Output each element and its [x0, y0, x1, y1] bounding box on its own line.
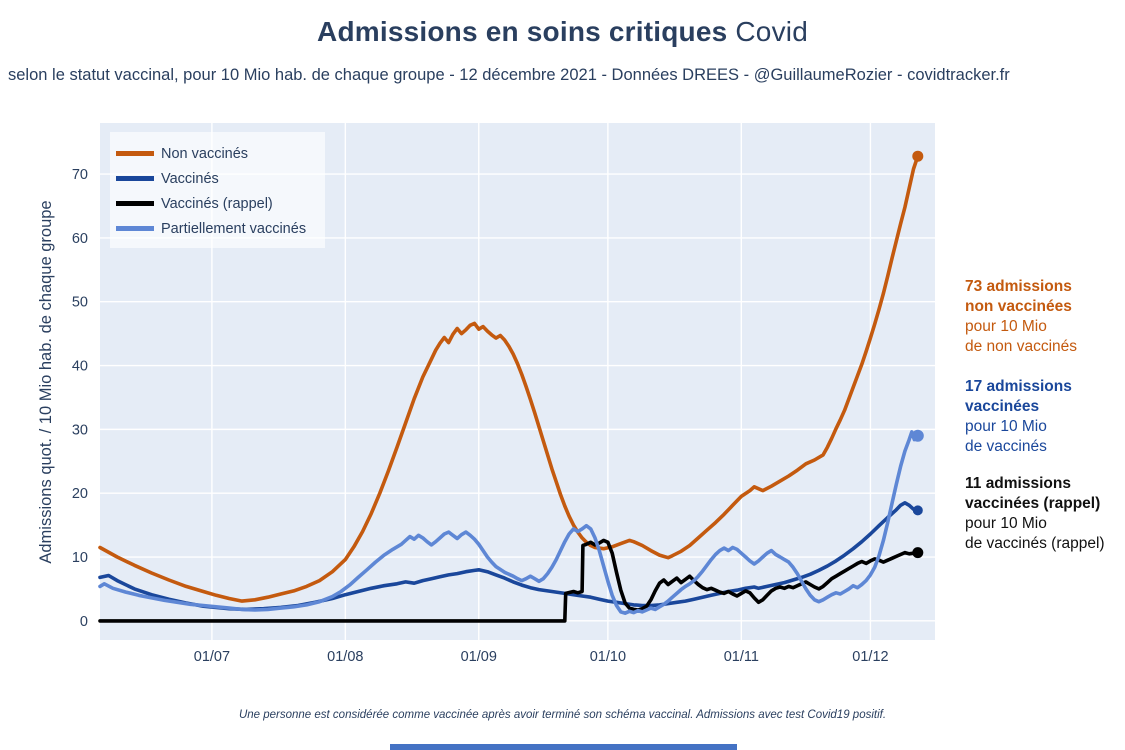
annotation-headline: vaccinées	[965, 398, 1040, 415]
footer-accent-bar	[390, 744, 737, 750]
annotation-vaccines: 17 admissions vaccinées pour 10 Mio de vacc…	[965, 377, 1072, 457]
y-tick-label: 40	[72, 359, 88, 375]
series-endpoint-vaccines	[912, 505, 923, 516]
series-line-vaccines-rappel[interactable]	[98, 538, 920, 623]
chart-legend: Non vaccinés Vaccinés Vaccinés (rappel) Par…	[110, 132, 325, 248]
y-tick-label: 70	[72, 167, 88, 183]
annotation-headline: 17 admissions	[965, 378, 1072, 395]
chart-title: Admissions en soins critiques Covid	[0, 16, 1125, 48]
annotation-detail: de vaccinés	[965, 438, 1047, 455]
legend-item-non-vaccines[interactable]: Non vaccinés	[116, 141, 317, 166]
x-tick-label: 01/12	[852, 649, 888, 665]
y-tick-label: 50	[72, 295, 88, 311]
legend-item-vaccines[interactable]: Vaccinés	[116, 166, 317, 191]
annotation-detail: de non vaccinés	[965, 338, 1078, 355]
footer-note: Une personne est considérée comme vaccin…	[238, 709, 887, 721]
annotation-non-vaccines: 73 admissions non vaccinées pour 10 Mio de …	[965, 277, 1077, 357]
y-tick-label: 30	[72, 422, 88, 438]
legend-line-swatch-icon	[116, 226, 154, 231]
annotation-detail: pour 10 Mio	[965, 318, 1047, 335]
chart-title-main: Admissions en soins critiques	[317, 16, 728, 47]
series-endpoint-vaccines-rappel	[912, 547, 924, 559]
annotation-headline: vaccinées (rappel)	[965, 495, 1101, 512]
legend-item-partiellement-vaccines[interactable]: Partiellement vaccinés	[116, 216, 317, 241]
series-endpoint-partiellement-vaccines	[911, 429, 924, 442]
y-axis-title: Admissions quot. / 10 Mio hab. de chaque…	[37, 200, 55, 564]
x-tick-label: 01/10	[590, 649, 626, 665]
y-tick-label: 60	[72, 231, 88, 247]
x-tick-label: 01/07	[194, 649, 230, 665]
legend-item-vaccines-rappel[interactable]: Vaccinés (rappel)	[116, 191, 317, 216]
x-tick-label: 01/09	[461, 649, 497, 665]
annotation-headline: 11 admissions	[965, 475, 1071, 492]
annotation-detail: de vaccinés (rappel)	[965, 535, 1105, 552]
chart-title-suffix: Covid	[735, 16, 808, 47]
annotation-detail: pour 10 Mio	[965, 515, 1047, 532]
legend-line-swatch-icon	[116, 201, 154, 206]
annotation-vaccines-rappel: 11 admissions vaccinées (rappel) pour 10 M…	[965, 474, 1105, 554]
y-tick-label: 0	[80, 614, 88, 630]
legend-line-swatch-icon	[116, 151, 154, 156]
series-line-non-vaccines[interactable]	[98, 154, 920, 603]
annotation-headline: 73 admissions	[965, 278, 1072, 295]
y-tick-label: 20	[72, 486, 88, 502]
series-endpoint-non-vaccines	[912, 150, 924, 162]
annotation-detail: pour 10 Mio	[965, 418, 1047, 435]
chart-subtitle: selon le statut vaccinal, pour 10 Mio ha…	[8, 66, 1010, 84]
legend-item-label: Non vaccinés	[161, 145, 249, 162]
legend-item-label: Vaccinés (rappel)	[161, 195, 273, 212]
y-tick-label: 10	[72, 550, 88, 566]
legend-item-label: Vaccinés	[161, 170, 219, 187]
x-tick-label: 01/11	[724, 649, 759, 665]
series-line-partiellement-vaccines[interactable]	[98, 430, 920, 616]
legend-item-label: Partiellement vaccinés	[161, 220, 307, 237]
x-tick-label: 01/08	[327, 649, 363, 665]
annotation-headline: non vaccinées	[965, 298, 1072, 315]
legend-line-swatch-icon	[116, 176, 154, 181]
